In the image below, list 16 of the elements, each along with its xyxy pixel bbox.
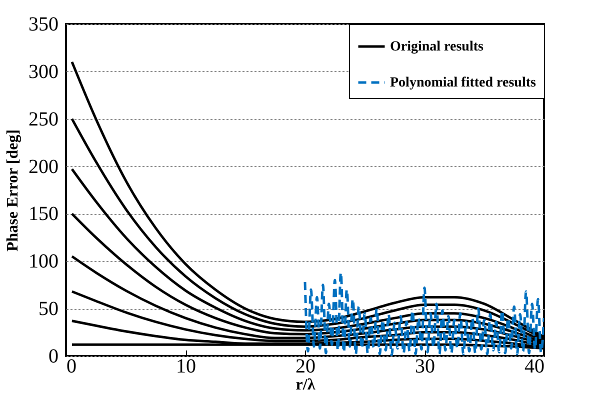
y-axis-title: Phase Error [deg] (4, 129, 22, 252)
x-tick-label: 0 (66, 356, 76, 378)
legend-label: Polynomial fitted results (390, 76, 537, 90)
y-tick-label: 50 (38, 298, 58, 320)
x-tick-label: 10 (176, 356, 196, 378)
y-tick-label: 150 (28, 203, 58, 226)
x-tick-label: 40 (524, 356, 544, 378)
x-tick-label: 20 (296, 356, 316, 378)
legend-label: Original results (390, 40, 484, 54)
x-axis-title: r/λ (296, 376, 316, 394)
x-tick-label: 30 (415, 356, 435, 378)
y-tick-label: 100 (28, 250, 58, 273)
y-tick-label: 350 (28, 14, 58, 36)
y-tick-label: 300 (28, 60, 58, 83)
y-tick-label: 250 (28, 108, 58, 130)
y-tick-label: 200 (28, 156, 58, 178)
